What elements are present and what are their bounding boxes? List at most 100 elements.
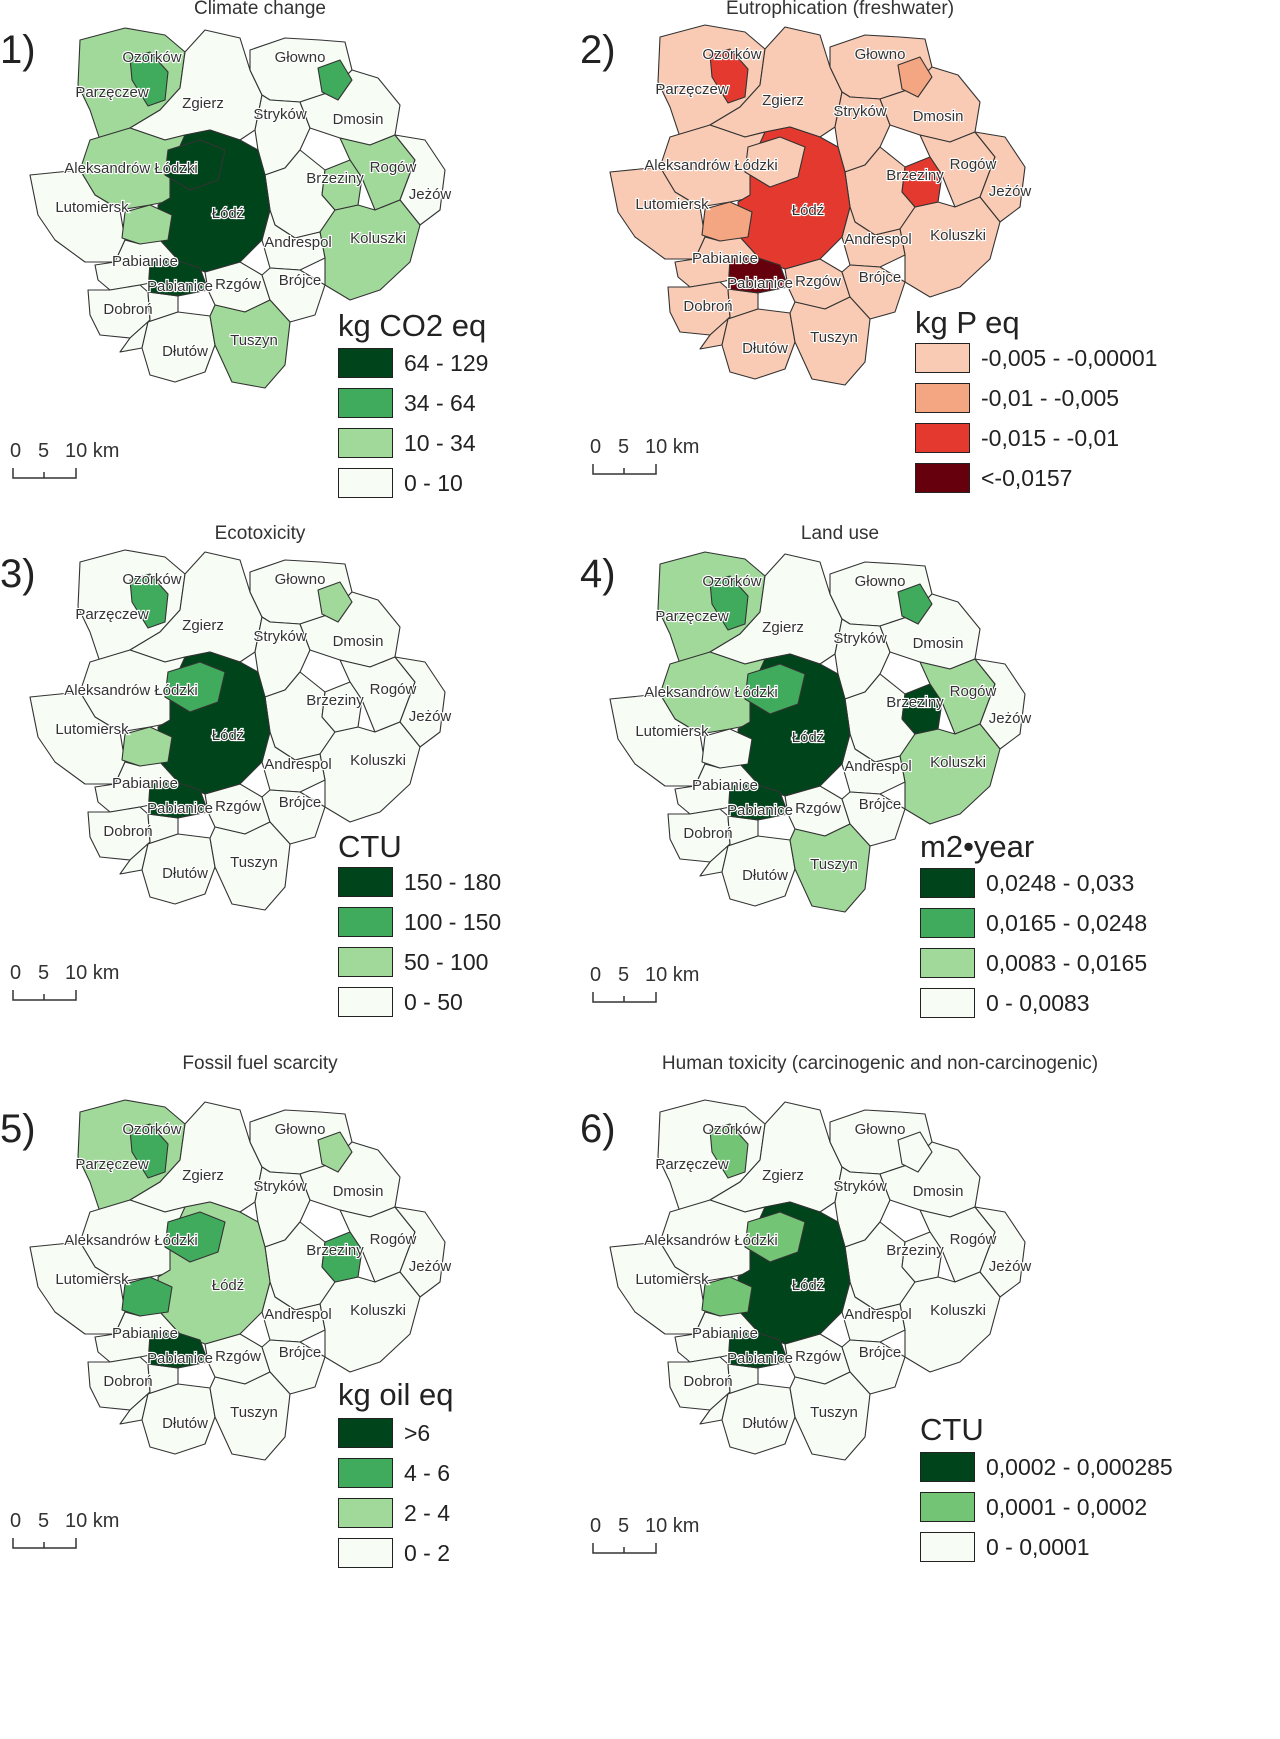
- district-jezow: [974, 1206, 1026, 1298]
- district-label-lutomiersk: Lutomiersk: [55, 199, 129, 216]
- legend-label: 0 - 0,0001: [986, 1534, 1090, 1560]
- legend-entry: >6: [338, 1418, 598, 1448]
- legend-label: 64 - 129: [404, 350, 489, 376]
- district-label-glowno: Głowno: [855, 1121, 906, 1138]
- district-label-parzeczew: Parzęczew: [655, 608, 729, 625]
- district-glowno-city: [317, 59, 353, 101]
- district-label-zgierz: Zgierz: [182, 617, 224, 634]
- district-label-ozorkow: Ozorków: [702, 573, 761, 590]
- scale-bar: 0 5 10 km: [590, 964, 720, 1006]
- legend-label: 0 - 0,0083: [986, 990, 1090, 1016]
- legend-swatch: [338, 987, 393, 1017]
- scale-label: 0: [590, 1515, 602, 1537]
- panel-title: Human toxicity (carcinogenic and non-car…: [661, 1053, 1099, 1074]
- legend-title: kg oil eq: [338, 1377, 454, 1412]
- district-lutomiersk-small: [121, 726, 173, 767]
- map-panel-6: Human toxicity (carcinogenic and non-car…: [580, 1052, 1220, 1632]
- district-pabianice-city: [727, 783, 789, 821]
- panel-title: Land use: [800, 523, 880, 544]
- district-label-pabianice-gm: Pabianice: [692, 777, 758, 794]
- map-panel-3: Ecotoxicity 3) Ozorków Parzęczew Zgierz Głown…: [0, 522, 640, 1102]
- district-label-pabianice-city: Pabianice: [147, 1350, 213, 1367]
- legend-entry: -0,01 - -0,005: [915, 383, 1175, 413]
- panel-title: Climate change: [193, 0, 327, 19]
- district-label-jezow: Jeżów: [409, 708, 452, 725]
- district-label-koluszki: Koluszki: [350, 1302, 406, 1319]
- district-label-rzgow: Rzgów: [215, 1348, 261, 1365]
- district-label-rzgow: Rzgów: [215, 276, 261, 293]
- legend-label: 150 - 180: [404, 869, 502, 895]
- district-tuszyn: [209, 821, 291, 911]
- district-label-pabianice-city: Pabianice: [727, 275, 793, 292]
- legend-entry: 0,0083 - 0,0165: [920, 948, 1180, 978]
- scale-label: 0: [590, 964, 602, 986]
- district-label-dmosin: Dmosin: [913, 108, 964, 125]
- panel-number: 4): [580, 552, 616, 596]
- district-map: Ozorków Parzęczew Zgierz Głowno Stryków Dmosi…: [29, 27, 453, 389]
- district-tuszyn: [789, 823, 871, 913]
- legend-entry: 10 - 34: [338, 428, 598, 458]
- scale-bar-line: [592, 992, 657, 1003]
- district-map: Ozorków Parzęczew Zgierz Głowno Stryków Dmosi…: [29, 1099, 453, 1461]
- scale-label: 10 km: [645, 964, 700, 986]
- district-label-koluszki: Koluszki: [930, 227, 986, 244]
- legend-label: 0,0248 - 0,033: [986, 870, 1135, 896]
- district-label-aleksandrow: Aleksandrów Łódzki: [644, 157, 777, 174]
- legend-swatch: [920, 1492, 975, 1522]
- legend-entry: 50 - 100: [338, 947, 598, 977]
- district-label-tuszyn: Tuszyn: [230, 854, 278, 871]
- scale-label: 0: [10, 962, 22, 984]
- district-brzeziny: [321, 681, 363, 733]
- district-label-glowno: Głowno: [855, 46, 906, 63]
- district-label-brzeziny: Brzeziny: [886, 1242, 944, 1259]
- district-label-rzgow: Rzgów: [215, 798, 261, 815]
- district-label-dobron: Dobroń: [683, 1373, 732, 1390]
- district-label-lutomiersk: Lutomiersk: [55, 1271, 129, 1288]
- scale-label: 10 km: [645, 436, 700, 458]
- district-jezow: [974, 131, 1026, 223]
- district-ozorkow: [709, 575, 749, 631]
- district-label-pabianice-gm: Pabianice: [112, 1325, 178, 1342]
- district-glowno-city: [897, 583, 933, 625]
- scale-bar-line: [12, 990, 77, 1001]
- panel-number: 3): [0, 552, 36, 596]
- district-label-strykow: Stryków: [253, 628, 307, 645]
- district-label-ozorkow: Ozorków: [122, 571, 181, 588]
- district-label-glowno: Głowno: [855, 573, 906, 590]
- legend-entry: 0 - 10: [338, 468, 598, 498]
- district-tuszyn: [209, 299, 291, 389]
- district-label-glowno: Głowno: [275, 49, 326, 66]
- district-dlutow: [141, 311, 216, 383]
- district-label-aleksandrow: Aleksandrów Łódzki: [64, 1232, 197, 1249]
- district-map: Ozorków Parzęczew Zgierz Głowno Stryków Dmosi…: [609, 551, 1033, 913]
- district-glowno-city: [897, 56, 933, 98]
- legend-title: kg CO2 eq: [338, 308, 487, 343]
- district-label-brzeziny: Brzeziny: [306, 170, 364, 187]
- district-label-dmosin: Dmosin: [333, 1183, 384, 1200]
- scale-bar-line: [592, 1543, 657, 1554]
- district-label-ozorkow: Ozorków: [122, 49, 181, 66]
- district-label-pabianice-city: Pabianice: [147, 800, 213, 817]
- panel-title: Fossil fuel scarcity: [182, 1053, 338, 1074]
- legend-swatch: [338, 428, 393, 458]
- district-label-dlutow: Dłutów: [162, 865, 208, 882]
- district-lutomiersk-small: [701, 201, 753, 242]
- district-label-brojce: Brójce: [859, 1344, 902, 1361]
- panel-number: 5): [0, 1107, 36, 1151]
- legend-entry: 0 - 0,0001: [920, 1532, 1180, 1562]
- legend-swatch: [338, 1458, 393, 1488]
- district-koluszki: [899, 196, 1001, 298]
- district-label-dobron: Dobroń: [103, 301, 152, 318]
- panel-title: Eutrophication (freshwater): [725, 0, 955, 19]
- legend-entry: 2 - 4: [338, 1498, 598, 1528]
- legend-label: 34 - 64: [404, 390, 476, 416]
- district-jezow: [974, 658, 1026, 750]
- district-map: Ozorków Parzęczew Zgierz Głowno Stryków Dmosi…: [29, 549, 453, 911]
- district-label-andrespol: Andrespol: [264, 234, 332, 251]
- legend-swatch: [920, 868, 975, 898]
- legend-swatch: [915, 383, 970, 413]
- district-map: Ozorków Parzęczew Zgierz Głowno Stryków Dmosi…: [609, 1099, 1033, 1461]
- district-label-brzeziny: Brzeziny: [886, 167, 944, 184]
- legend-swatch: [338, 867, 393, 897]
- legend-swatch: [915, 343, 970, 373]
